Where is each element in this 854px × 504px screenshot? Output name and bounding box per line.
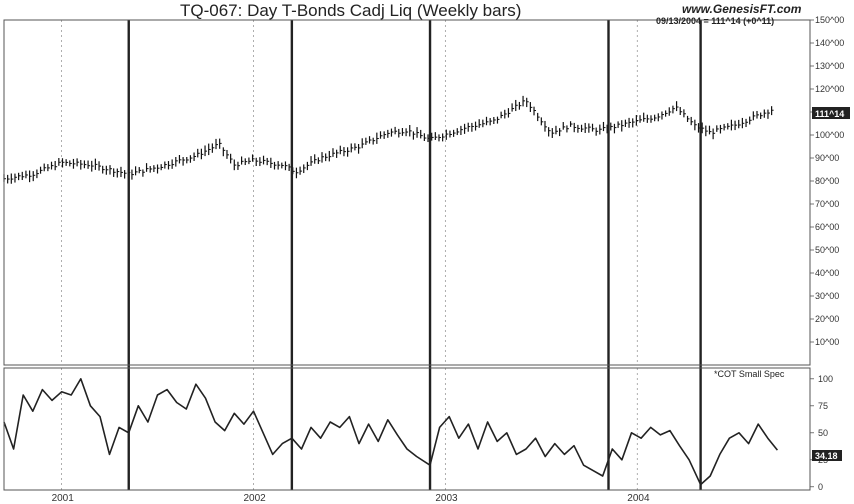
price-y-axis: 10^00 20^00 30^00 40^00 50^00 60^00 70^00 80^00… <box>810 15 844 347</box>
cycle-markers <box>127 20 702 490</box>
cot-last-tag: 34.18 <box>815 451 838 461</box>
x-tick-label: 2004 <box>627 493 650 504</box>
cot-ytick-label: 100 <box>818 374 833 384</box>
cot-panel-grid <box>61 368 638 490</box>
cot-panel-title: *COT Small Spec <box>714 369 785 379</box>
cot-ytick-label: 75 <box>818 401 828 411</box>
x-tick-label: 2002 <box>243 493 266 504</box>
cot-panel-frame <box>3 367 811 491</box>
price-last-tag: 111^14 <box>815 109 844 119</box>
price-ytick-label: 10^00 <box>815 337 839 347</box>
site-watermark: www.GenesisFT.com <box>682 2 802 16</box>
cot-small-spec-line <box>3 377 779 486</box>
cot-line-series <box>3 377 779 486</box>
chart-title: TQ-067: Day T-Bonds Cadj Liq (Weekly bar… <box>180 1 521 20</box>
price-ytick-label: 70^00 <box>815 199 839 209</box>
price-ytick-label: 30^00 <box>815 291 839 301</box>
price-ytick-label: 120^00 <box>815 84 844 94</box>
price-ytick-label: 80^00 <box>815 176 839 186</box>
price-ytick-label: 140^00 <box>815 38 844 48</box>
price-readout: 09/13/2004 = 111^14 (+0^11) <box>656 16 774 26</box>
price-ytick-label: 150^00 <box>815 15 844 25</box>
price-ytick-label: 20^00 <box>815 314 839 324</box>
price-ytick-label: 60^00 <box>815 222 839 232</box>
price-panel-frame <box>3 19 811 366</box>
cot-last-tag-bg <box>812 450 842 461</box>
x-axis: 2001 2002 2003 2004 <box>52 493 650 504</box>
x-tick-label: 2003 <box>435 493 458 504</box>
price-bars-series <box>3 95 774 184</box>
price-ytick-label: 100^00 <box>815 130 844 140</box>
x-tick-label: 2001 <box>52 493 75 504</box>
price-ytick-label: 40^00 <box>815 268 839 278</box>
cot-ytick-label: 0 <box>818 482 823 492</box>
price-last-tag-bg <box>812 107 850 119</box>
price-ytick-label: 50^00 <box>815 245 839 255</box>
cot-ytick-label: 50 <box>818 428 828 438</box>
price-ytick-label: 130^00 <box>815 61 844 71</box>
price-ytick-label: 90^00 <box>815 153 839 163</box>
